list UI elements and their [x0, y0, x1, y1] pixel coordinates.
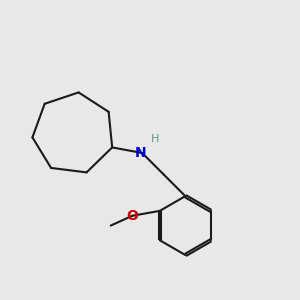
Text: N: N	[134, 146, 146, 160]
Text: H: H	[151, 134, 159, 144]
Text: O: O	[126, 209, 138, 223]
